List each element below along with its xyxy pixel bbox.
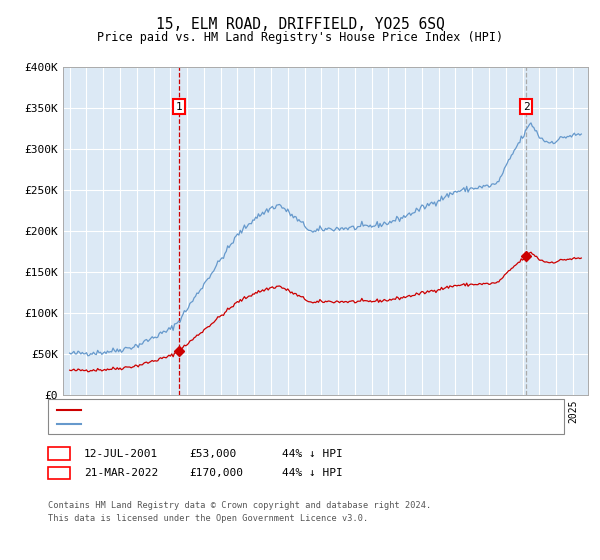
Text: 1: 1	[176, 101, 182, 111]
Text: Price paid vs. HM Land Registry's House Price Index (HPI): Price paid vs. HM Land Registry's House …	[97, 31, 503, 44]
Text: 15, ELM ROAD, DRIFFIELD, YO25 6SQ: 15, ELM ROAD, DRIFFIELD, YO25 6SQ	[155, 17, 445, 32]
Text: Contains HM Land Registry data © Crown copyright and database right 2024.: Contains HM Land Registry data © Crown c…	[48, 501, 431, 510]
Text: HPI: Average price, detached house, East Riding of Yorkshire: HPI: Average price, detached house, East…	[85, 419, 445, 430]
Text: 2: 2	[523, 101, 530, 111]
Text: 12-JUL-2001: 12-JUL-2001	[84, 449, 158, 459]
Text: 44% ↓ HPI: 44% ↓ HPI	[282, 449, 343, 459]
Text: £53,000: £53,000	[189, 449, 236, 459]
Text: This data is licensed under the Open Government Licence v3.0.: This data is licensed under the Open Gov…	[48, 514, 368, 523]
Text: 21-MAR-2022: 21-MAR-2022	[84, 468, 158, 478]
Text: 15, ELM ROAD, DRIFFIELD, YO25 6SQ (detached house): 15, ELM ROAD, DRIFFIELD, YO25 6SQ (detac…	[85, 405, 385, 415]
Text: 2: 2	[55, 466, 62, 480]
Text: 1: 1	[55, 447, 62, 460]
Text: £170,000: £170,000	[189, 468, 243, 478]
Text: 44% ↓ HPI: 44% ↓ HPI	[282, 468, 343, 478]
